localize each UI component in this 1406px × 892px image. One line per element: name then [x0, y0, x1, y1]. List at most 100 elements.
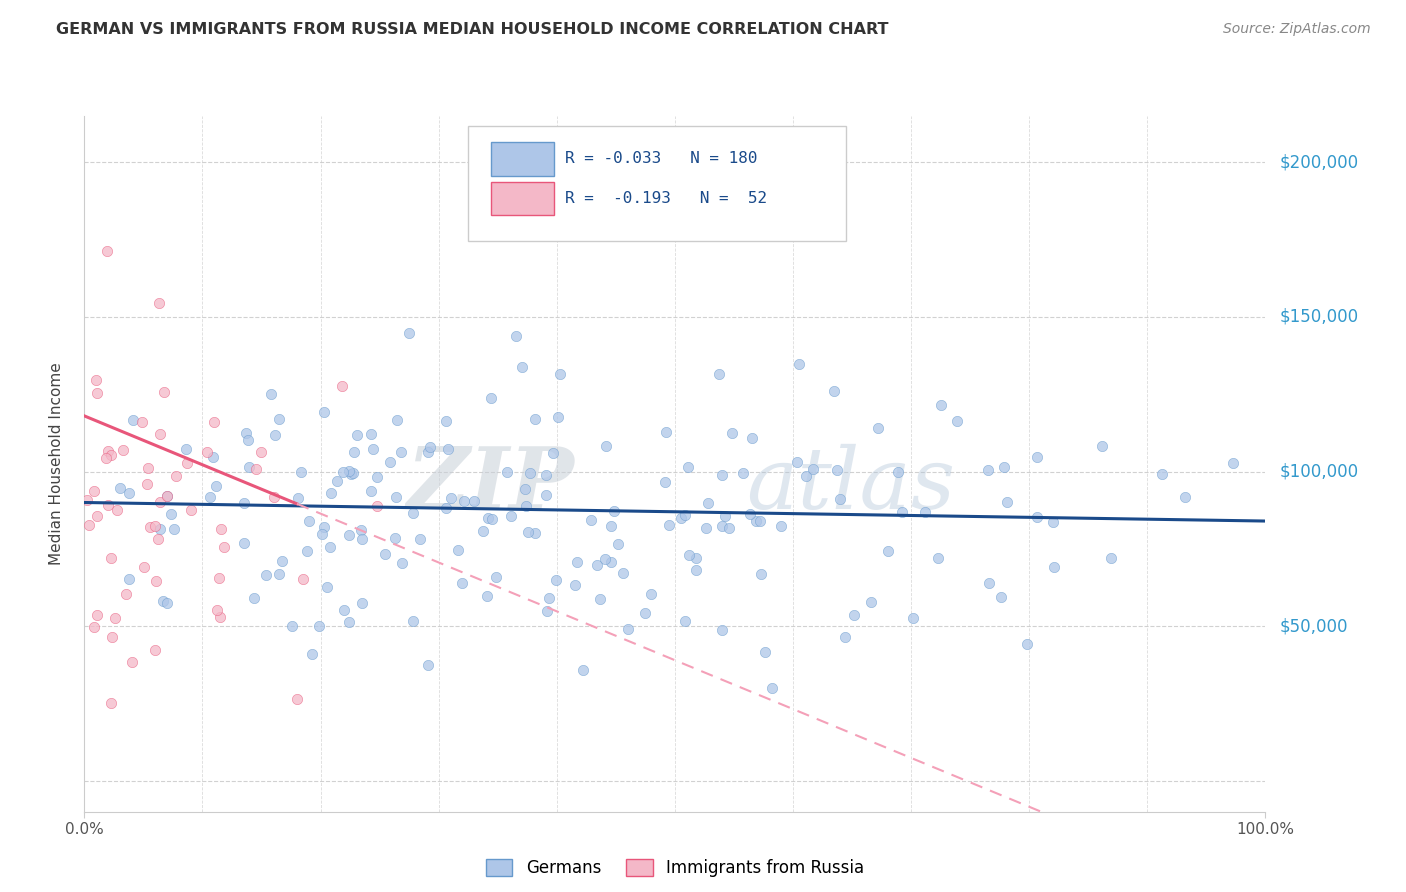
Point — [330, 378, 353, 392]
Point — [208, 571, 231, 585]
Point — [267, 567, 290, 582]
Point — [180, 503, 202, 517]
Point — [339, 467, 361, 481]
Point — [654, 475, 676, 489]
Point — [714, 509, 737, 524]
Point — [794, 468, 817, 483]
FancyBboxPatch shape — [468, 127, 846, 241]
Point — [143, 518, 166, 533]
Point — [342, 466, 364, 480]
Point — [536, 604, 558, 618]
Point — [143, 642, 166, 657]
Point — [94, 450, 117, 465]
Point — [860, 594, 883, 608]
Point — [361, 442, 384, 457]
Text: R =  -0.193   N =  52: R = -0.193 N = 52 — [565, 191, 768, 205]
Point — [612, 566, 634, 581]
Point — [295, 543, 318, 558]
Point — [669, 511, 692, 525]
Point — [233, 496, 256, 510]
Point — [101, 630, 124, 644]
Point — [876, 544, 898, 558]
Point — [437, 442, 460, 456]
Point — [100, 697, 122, 711]
Point — [366, 469, 388, 483]
Point — [408, 533, 430, 547]
Point — [1025, 509, 1047, 524]
Point — [86, 508, 108, 523]
Point — [477, 589, 499, 603]
Point — [332, 465, 354, 479]
FancyBboxPatch shape — [491, 143, 554, 176]
Point — [1043, 560, 1066, 574]
Point — [374, 547, 396, 561]
Point — [830, 491, 852, 506]
Point — [337, 464, 360, 478]
Y-axis label: Median Household Income: Median Household Income — [49, 362, 63, 566]
Point — [548, 368, 571, 382]
Point — [505, 328, 527, 343]
Point — [214, 540, 236, 554]
Point — [352, 532, 374, 546]
Point — [825, 463, 848, 477]
Point — [146, 532, 169, 546]
Point — [711, 467, 734, 482]
Point — [543, 446, 565, 460]
Point — [267, 412, 290, 426]
Point — [104, 611, 127, 625]
Text: Source: ZipAtlas.com: Source: ZipAtlas.com — [1223, 22, 1371, 37]
Point — [709, 367, 731, 381]
Point — [243, 591, 266, 605]
Point — [165, 469, 187, 483]
Point — [477, 511, 499, 525]
Point — [132, 560, 155, 574]
Point — [198, 490, 221, 504]
Point — [676, 459, 699, 474]
Point — [176, 456, 198, 470]
Point — [711, 623, 734, 637]
Point — [105, 502, 128, 516]
Point — [149, 494, 172, 508]
Point — [238, 460, 260, 475]
Point — [710, 518, 733, 533]
Point — [515, 500, 537, 514]
Point — [946, 414, 969, 428]
Point — [77, 518, 100, 533]
Point — [695, 521, 717, 535]
Text: R = -0.033   N = 180: R = -0.033 N = 180 — [565, 151, 758, 166]
Point — [350, 523, 373, 537]
Point — [385, 413, 408, 427]
Point — [281, 618, 304, 632]
Point — [685, 563, 707, 577]
Point — [301, 647, 323, 661]
Point — [333, 603, 356, 617]
Point — [174, 442, 197, 456]
Point — [593, 551, 616, 566]
Point — [148, 522, 170, 536]
Point — [308, 619, 330, 633]
Point — [754, 645, 776, 659]
Point — [207, 603, 229, 617]
Point — [787, 357, 810, 371]
Point — [485, 570, 508, 584]
Point — [565, 555, 588, 569]
Point — [398, 326, 420, 340]
Point — [209, 522, 232, 536]
Text: GERMAN VS IMMIGRANTS FROM RUSSIA MEDIAN HOUSEHOLD INCOME CORRELATION CHART: GERMAN VS IMMIGRANTS FROM RUSSIA MEDIAN … — [56, 22, 889, 37]
Point — [603, 504, 626, 518]
Point — [738, 507, 761, 521]
Point — [1017, 637, 1039, 651]
Point — [263, 491, 285, 505]
Point — [463, 494, 485, 508]
Point — [1099, 551, 1122, 566]
Point — [471, 524, 494, 538]
Point — [121, 655, 143, 669]
Point — [319, 486, 342, 500]
Point — [886, 465, 908, 479]
Point — [350, 595, 373, 609]
Point — [572, 663, 595, 677]
Point — [401, 614, 423, 628]
Point — [447, 543, 470, 558]
Point — [319, 540, 342, 554]
Point — [1222, 456, 1244, 470]
